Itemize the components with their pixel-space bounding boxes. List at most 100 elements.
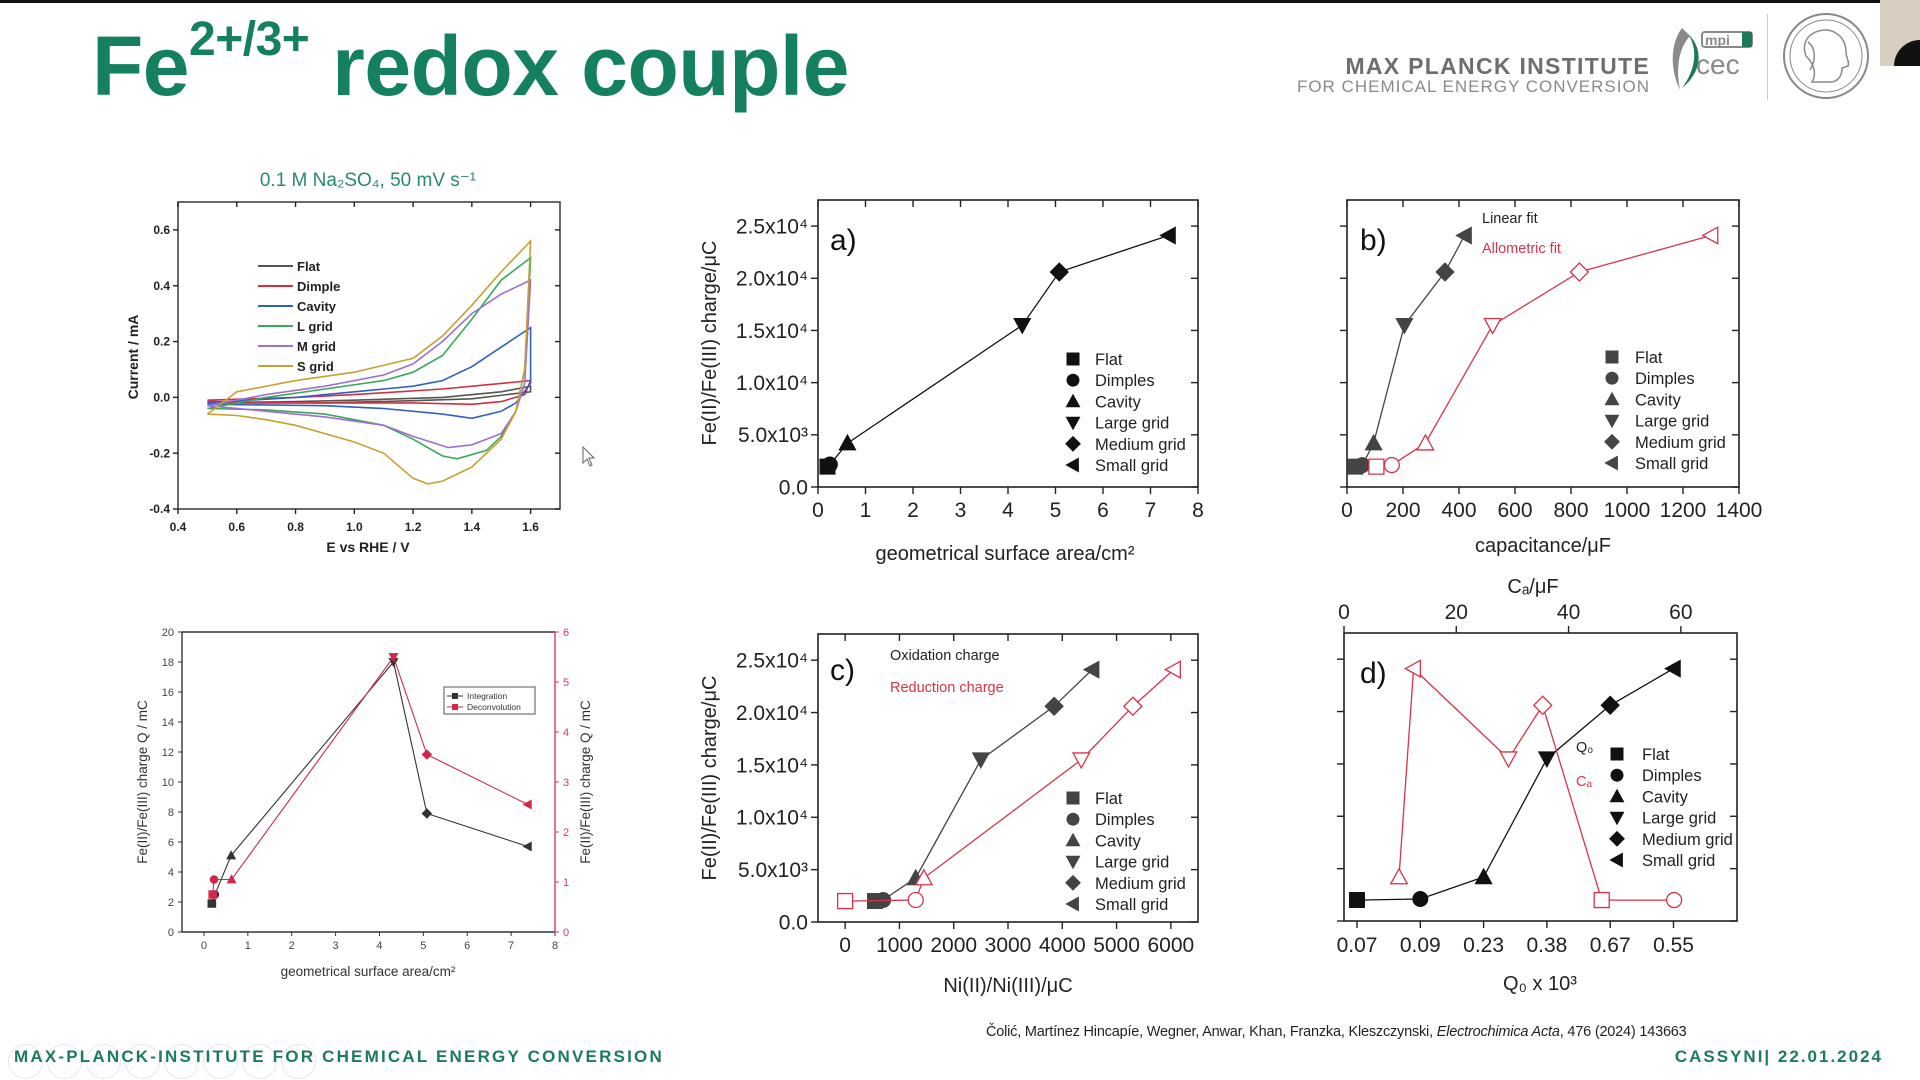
legend-label: Flat [1095, 351, 1123, 369]
x-tick-label: 0.09 [1400, 934, 1441, 957]
y-tick-label: 1.0x10⁴ [736, 372, 808, 395]
series-line [845, 669, 1175, 902]
x-tick-label: 6000 [1147, 934, 1194, 957]
next-slide-button[interactable] [47, 1044, 82, 1079]
legend-label: Medium grid [1635, 434, 1726, 452]
data-point-square [208, 890, 218, 899]
mpi-cec-logo: mpi cec [1672, 28, 1753, 90]
data-point-triangle-up [1364, 433, 1383, 451]
y-tick-label: -0.2 [149, 446, 170, 460]
legend-marker-triangle-left [1065, 457, 1079, 473]
x-tick-label: 0 [1341, 499, 1353, 522]
x-tick-label: 1.0 [346, 520, 363, 534]
legend-label: Deconvolution [467, 702, 521, 712]
legend-marker-circle [1610, 768, 1624, 782]
legend-label: Large grid [1095, 415, 1169, 433]
legend-label: Small grid [1642, 852, 1715, 870]
x-tick-label: 8 [1192, 499, 1204, 522]
legend-label: L grid [297, 319, 333, 334]
slides-overview-button[interactable] [125, 1044, 160, 1079]
data-point-triangle-left [1159, 226, 1176, 245]
x-tick-label-top: 40 [1557, 601, 1580, 624]
y-tick-label: 6 [168, 837, 174, 849]
y-tick-label: 0.0 [779, 476, 808, 499]
data-point-square [1593, 891, 1610, 909]
y-tick-label: 2.5x10⁴ [736, 215, 808, 238]
y-tick-label-right: 5 [563, 677, 569, 689]
y-tick-label: 5.0x10³ [738, 859, 808, 882]
x-tick-label: 1000 [876, 934, 923, 957]
y-tick-label-right: 6 [563, 627, 569, 639]
cv-curve-m-grid [207, 278, 532, 449]
x-tick-label: 0.38 [1526, 934, 1567, 957]
subtitles-button[interactable] [203, 1044, 238, 1079]
slideshow-controls[interactable] [8, 1044, 316, 1079]
data-point-circle [821, 456, 838, 473]
y-tick-label: 14 [162, 717, 174, 729]
zoom-button[interactable] [164, 1044, 199, 1079]
y-tick-label: 1.0x10⁴ [736, 807, 808, 830]
x-tick-label: 6 [1097, 499, 1109, 522]
cv-curve-flat [207, 385, 532, 404]
plot-frame [1343, 632, 1738, 922]
y-tick-label: 1.5x10⁴ [736, 320, 808, 343]
data-point-triangle-up [1389, 867, 1409, 885]
x-tick-label: 0.55 [1653, 934, 1694, 957]
x-tick-label: 800 [1553, 499, 1588, 522]
data-point-diamond [1044, 696, 1064, 716]
chart-panel-d: 0.07 0.09 0.23 0.38 0.67 0.55 0 20 40 60 Cₐ/μF Q₀ x… [1337, 576, 1738, 995]
x-tick-label: 1.2 [405, 520, 422, 534]
data-point-triangle-left [522, 799, 532, 810]
y-tick-label: 0.0 [153, 391, 170, 405]
legend-label: Cavity [1642, 788, 1689, 806]
logo-text-mpi: mpi [1705, 32, 1730, 48]
y-tick-label-right: 4 [563, 727, 569, 739]
citation-authors: Čolić, Martínez Hincapíe, Wegner, Anwar,… [986, 1024, 1437, 1040]
cv-curve-l-grid [207, 256, 532, 460]
institute-subtitle: FOR CHEMICAL ENERGY CONVERSION [1296, 77, 1650, 96]
x-tick-label: 3000 [985, 934, 1032, 957]
data-point-diamond [1122, 696, 1143, 717]
x-tick-label: 0.67 [1590, 934, 1631, 957]
legend-marker-circle [1066, 812, 1080, 826]
legend-label: Integration [467, 691, 507, 701]
x-tick-label: 7 [1145, 499, 1157, 522]
more-options-button[interactable] [281, 1044, 316, 1079]
legend-label: Cavity [1635, 391, 1682, 409]
previous-slide-button[interactable] [8, 1044, 43, 1079]
data-point-square [1368, 458, 1385, 475]
x-axis-label: E vs RHE / V [326, 539, 410, 555]
x-tick-label: 4 [1002, 499, 1014, 522]
legend-label: Large grid [1095, 854, 1169, 872]
y-tick-label-right: 0 [563, 927, 569, 939]
citation: Čolić, Martínez Hincapíe, Wegner, Anwar,… [986, 1024, 1687, 1040]
annotation-label: Cₐ [1576, 774, 1592, 790]
camera-button[interactable] [242, 1044, 277, 1079]
y-axis-label: Current / mA [125, 315, 141, 400]
chart-title: 0.1 M Na₂SO₄, 50 mV s⁻¹ [260, 170, 476, 191]
data-point-circle [1354, 457, 1371, 474]
y-tick-label: 1.5x10⁴ [736, 754, 808, 777]
y-tick-label: 0.2 [153, 335, 170, 349]
legend-marker [452, 704, 458, 710]
chart-panel-c: 0 1000 2000 3000 4000 5000 6000 0.0 5.0x10³ 1.0x1… [699, 633, 1199, 997]
legend-marker-square [1066, 791, 1080, 805]
legend-marker-square [1066, 352, 1080, 366]
x-tick-label: 0.4 [170, 520, 187, 534]
legend-label: Flat [1642, 746, 1670, 764]
data-point-triangle-down [388, 653, 399, 663]
panel-label: a) [830, 224, 857, 257]
x-tick-label: 8 [552, 940, 558, 952]
cv-curve-cavity [207, 326, 532, 420]
institute-wordmark: MAX PLANCK INSTITUTE FOR CHEMICAL ENERGY… [1297, 54, 1650, 96]
x-tick-label: 0 [201, 940, 207, 952]
data-point-circle [1383, 456, 1400, 474]
x-tick-label: 4000 [1039, 934, 1086, 957]
cv-chart: 0.1 M Na₂SO₄, 50 mV s⁻¹ 0.4 0.6 0.8 1.0 1.2 1.… [125, 170, 561, 555]
pen-tool-button[interactable] [86, 1044, 121, 1079]
legend-marker-triangle-left [1065, 896, 1079, 912]
top-border [0, 0, 1920, 3]
data-point-triangle-up [226, 850, 237, 860]
x-tick-label: 1 [245, 940, 251, 952]
